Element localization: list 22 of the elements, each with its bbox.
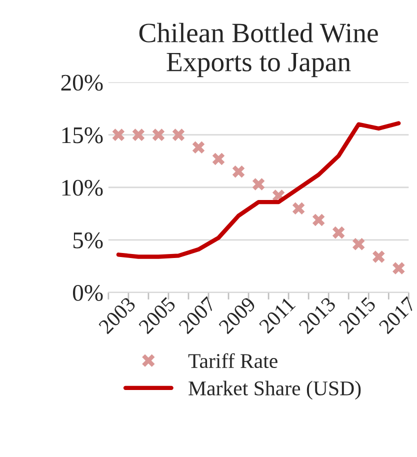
point	[352, 237, 366, 251]
point	[152, 128, 166, 142]
point	[312, 213, 326, 227]
point	[232, 164, 246, 178]
point	[132, 128, 146, 142]
legend-label: Market Share (USD)	[188, 380, 361, 400]
chart-title: Chilean Bottled Wine Exports to Japan	[139, 22, 378, 78]
y-tick-label: 10%	[62, 180, 103, 196]
point	[172, 128, 186, 142]
point	[252, 177, 266, 191]
y-tick-label: 15%	[62, 127, 103, 144]
point	[372, 250, 386, 264]
point	[212, 152, 226, 166]
legend-label: Tariff Rate	[188, 353, 278, 368]
point	[112, 128, 126, 142]
point	[192, 140, 206, 154]
y-tick-label: 5%	[73, 232, 103, 248]
line-series	[116, 121, 401, 259]
y-tick-label: 20%	[61, 74, 103, 91]
point	[392, 262, 406, 276]
point	[292, 202, 306, 216]
point	[332, 226, 346, 240]
